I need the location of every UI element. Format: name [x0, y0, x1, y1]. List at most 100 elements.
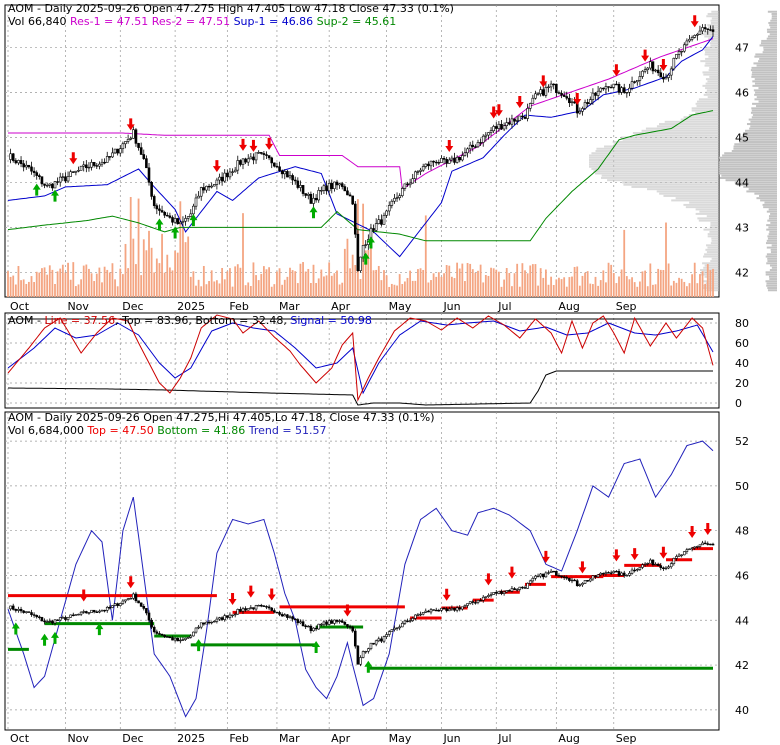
candle-body [458, 157, 462, 161]
candle-body [560, 92, 563, 96]
candle-body [56, 181, 59, 183]
candle-body [406, 620, 409, 623]
volume-bar [7, 271, 9, 297]
candle-body [322, 621, 326, 625]
candle-body [424, 610, 428, 613]
volume-bar [135, 264, 137, 297]
volume-bar [242, 213, 244, 297]
volume-bar [586, 271, 589, 297]
profile-bar [754, 98, 777, 101]
candle-body [236, 609, 240, 615]
candle-body [541, 89, 545, 96]
candle-body [265, 154, 268, 156]
volume-bar [200, 286, 203, 297]
profile-bar [767, 35, 777, 38]
profile-bar-inner [589, 165, 719, 168]
profile-bar-inner [647, 188, 719, 191]
profile-bar-inner [589, 154, 719, 157]
profile-bar-inner [705, 51, 719, 54]
volume-bar [383, 270, 385, 297]
sup-line [7, 36, 714, 258]
volume-bar [22, 279, 25, 297]
header-part: Trend = 51.57 [245, 424, 326, 437]
profile-bar-inner [612, 141, 719, 144]
stochastic-y-ticks: 0 20 40 60 80 [735, 317, 749, 410]
profile-bar-inner [711, 257, 719, 260]
sell-arrow [641, 49, 650, 62]
profile-bar-inner [707, 246, 719, 249]
candle-body [471, 144, 475, 147]
sar-panel-frame [4, 411, 720, 731]
candle-body [139, 147, 143, 155]
candle-body [450, 607, 454, 610]
buy-arrow [364, 660, 373, 673]
candle-body [669, 68, 673, 76]
volume-bar [215, 280, 218, 297]
candle-body [398, 626, 401, 629]
profile-bar [766, 239, 777, 242]
profile-bar [766, 37, 777, 40]
candle-body [701, 27, 704, 32]
candle-body [607, 86, 610, 88]
profile-bar-inner [641, 129, 719, 132]
profile-bar [760, 42, 777, 45]
volume-bar [265, 269, 268, 297]
profile-bar-inner [710, 44, 719, 47]
candle-body [659, 565, 663, 569]
volume-bar [64, 272, 67, 297]
stochastic-lines [7, 314, 714, 406]
profile-bar [771, 266, 777, 269]
y-tick-label: 60 [735, 337, 749, 350]
profile-bar [756, 96, 777, 99]
candle-body [171, 637, 174, 641]
profile-bar-inner [685, 206, 719, 209]
volume-bar [46, 274, 49, 297]
sar-y-ticks: 40 42 44 46 48 50 52 [735, 435, 749, 717]
profile-bar [770, 248, 777, 251]
sell-arrow [212, 160, 221, 173]
x-tick-label: Jun [442, 300, 460, 313]
candle-body [497, 123, 501, 129]
candle-body [664, 77, 668, 80]
candle-body [147, 612, 151, 621]
profile-bar-inner [697, 100, 719, 103]
profile-bar-inner [689, 201, 719, 204]
volume-bar [563, 277, 566, 297]
volume-bar [657, 268, 660, 297]
candle-body [220, 176, 224, 182]
profile-bar-inner [607, 179, 719, 182]
volume-bar [633, 282, 636, 297]
volume-bar [435, 276, 438, 297]
candle-body [11, 605, 15, 610]
volume-bar [581, 275, 584, 297]
volume-bar [182, 226, 184, 297]
candle-body [643, 563, 647, 566]
candle-body [168, 636, 172, 639]
candle-body [667, 74, 670, 78]
candle-body [205, 621, 208, 625]
candle-body [583, 580, 587, 584]
volume-bar [625, 276, 628, 297]
candle-body [602, 572, 605, 575]
sell-arrow [442, 588, 451, 601]
volume-bar [610, 264, 613, 297]
volume-bar [351, 254, 354, 297]
candle-body [246, 608, 250, 611]
candle-body [137, 600, 140, 604]
volume-bar [513, 273, 516, 297]
volume-bar [571, 276, 573, 297]
x-tick-label: Oct [10, 732, 30, 745]
volume-bar [127, 268, 130, 297]
volume-bar [685, 286, 688, 297]
candle-body [145, 158, 148, 169]
profile-bar-inner [656, 190, 719, 193]
candle-body [500, 123, 503, 130]
candle-body [333, 619, 336, 624]
candle-body [549, 83, 553, 88]
volume-bar [605, 282, 607, 297]
profile-bar-inner [709, 230, 719, 233]
candle-body [252, 156, 255, 161]
candle-body [17, 608, 20, 611]
candle-body [142, 154, 146, 159]
candle-body [390, 629, 394, 633]
